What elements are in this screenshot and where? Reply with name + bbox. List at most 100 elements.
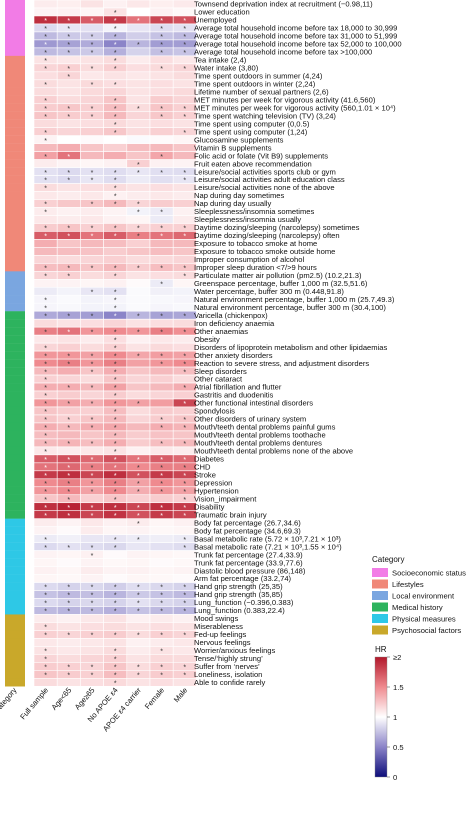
heatmap-cell xyxy=(80,255,104,264)
significance-star: * xyxy=(114,673,117,680)
significance-star: * xyxy=(67,489,70,496)
significance-star: * xyxy=(137,106,140,113)
significance-star: * xyxy=(160,170,163,177)
significance-star: * xyxy=(44,329,47,336)
heatmap-cell xyxy=(126,143,151,152)
heatmap-cell xyxy=(80,302,104,312)
significance-star: * xyxy=(183,545,186,552)
significance-star: * xyxy=(44,234,47,241)
significance-star: * xyxy=(91,465,94,472)
colorbar-tick-label: 1 xyxy=(393,713,397,722)
significance-star: * xyxy=(44,186,47,193)
significance-star: * xyxy=(67,481,70,488)
row-label: Mouth/teeth dental problems none of the … xyxy=(194,447,353,456)
legend-label: Medical history xyxy=(392,603,443,612)
significance-star: * xyxy=(67,401,70,408)
significance-star: * xyxy=(137,513,140,520)
category-cell xyxy=(5,478,25,487)
row-label: Hypertension xyxy=(194,486,239,495)
heatmap-cell xyxy=(56,342,81,352)
heatmap-cell xyxy=(172,255,197,264)
row-label: Nap during day sometimes xyxy=(194,191,285,200)
significance-star: * xyxy=(114,194,117,201)
significance-star: * xyxy=(114,234,117,241)
significance-star: * xyxy=(67,497,70,504)
heatmap-cell xyxy=(56,215,81,224)
row-label: Average total household income before ta… xyxy=(194,48,372,57)
category-cell xyxy=(5,271,25,280)
significance-star: * xyxy=(67,473,70,480)
heatmap-cell xyxy=(149,191,174,200)
heatmap-cell xyxy=(126,71,151,81)
significance-star: * xyxy=(114,297,117,304)
row-label: Diastolic blood pressure (86,148) xyxy=(194,566,306,575)
heatmap-cell xyxy=(126,302,151,312)
significance-star: * xyxy=(44,449,47,456)
significance-star: * xyxy=(183,593,186,600)
row-label: Vitamin B supplements xyxy=(194,143,272,152)
row-label: Daytime dozing/sleeping (narcolepsy) som… xyxy=(194,223,360,232)
heatmap-cell xyxy=(149,526,174,535)
significance-star: * xyxy=(160,489,163,496)
significance-star: * xyxy=(114,26,117,33)
category-cell xyxy=(5,399,25,408)
significance-star: * xyxy=(160,633,163,640)
category-cell xyxy=(5,654,25,663)
significance-star: * xyxy=(44,457,47,464)
heatmap-cell xyxy=(56,294,81,304)
row-label: Fruit eaten above recommendation xyxy=(194,159,312,168)
heatmap-cell xyxy=(103,0,128,9)
row-label: Iron deficiency anaemia xyxy=(194,319,275,328)
heatmap-cell xyxy=(126,558,151,567)
heatmap-cell xyxy=(126,135,151,144)
significance-star: * xyxy=(67,385,70,392)
significance-star: * xyxy=(183,130,186,137)
heatmap-cell xyxy=(126,63,151,73)
significance-star: * xyxy=(183,313,186,320)
category-cell xyxy=(5,335,25,344)
heatmap-cell xyxy=(126,151,151,160)
significance-star: * xyxy=(44,313,47,320)
heatmap-cell xyxy=(126,0,151,9)
significance-star: * xyxy=(160,353,163,360)
significance-star: * xyxy=(91,42,94,49)
significance-star: * xyxy=(183,457,186,464)
significance-star: * xyxy=(183,505,186,512)
significance-star: * xyxy=(44,593,47,600)
significance-star: * xyxy=(114,457,117,464)
category-cell xyxy=(5,87,25,96)
significance-star: * xyxy=(183,178,186,185)
significance-star: * xyxy=(44,481,47,488)
significance-star: * xyxy=(183,513,186,520)
heatmap-cell xyxy=(80,215,104,224)
row-label: MET minutes per week for vigorous activi… xyxy=(194,103,396,112)
heatmap-cell xyxy=(172,302,197,312)
heatmap-cell xyxy=(126,622,151,631)
category-cell xyxy=(5,622,25,631)
heatmap-cell xyxy=(126,446,151,456)
row-label: Improper consumption of alcohol xyxy=(194,255,304,264)
row-label: Other anaemias xyxy=(194,327,248,336)
significance-star: * xyxy=(137,266,140,273)
heatmap-cell xyxy=(126,294,151,304)
significance-star: * xyxy=(160,281,163,288)
heatmap-cell xyxy=(56,566,81,575)
significance-star: * xyxy=(44,489,47,496)
heatmap-cell xyxy=(172,95,197,105)
row-label: Disorders of lipoprotein metabolism and … xyxy=(194,343,388,352)
significance-star: * xyxy=(91,329,94,336)
significance-markers: * * * * * * * * * * * * * * * * * * * * * * * * * * * * * * * * * * * * * * * *… xyxy=(44,10,186,687)
heatmap-cell xyxy=(126,414,151,424)
significance-star: * xyxy=(91,289,94,296)
row-label: Water intake (3,80) xyxy=(194,64,259,73)
row-label: Hand grip strength (35,85) xyxy=(194,590,283,599)
significance-star: * xyxy=(67,114,70,121)
significance-star: * xyxy=(91,18,94,25)
row-label: Traumatic brain injury xyxy=(194,510,267,519)
significance-star: * xyxy=(114,170,117,177)
significance-star: * xyxy=(114,305,117,312)
significance-star: * xyxy=(160,465,163,472)
category-cell xyxy=(5,414,25,424)
significance-star: * xyxy=(183,417,186,424)
